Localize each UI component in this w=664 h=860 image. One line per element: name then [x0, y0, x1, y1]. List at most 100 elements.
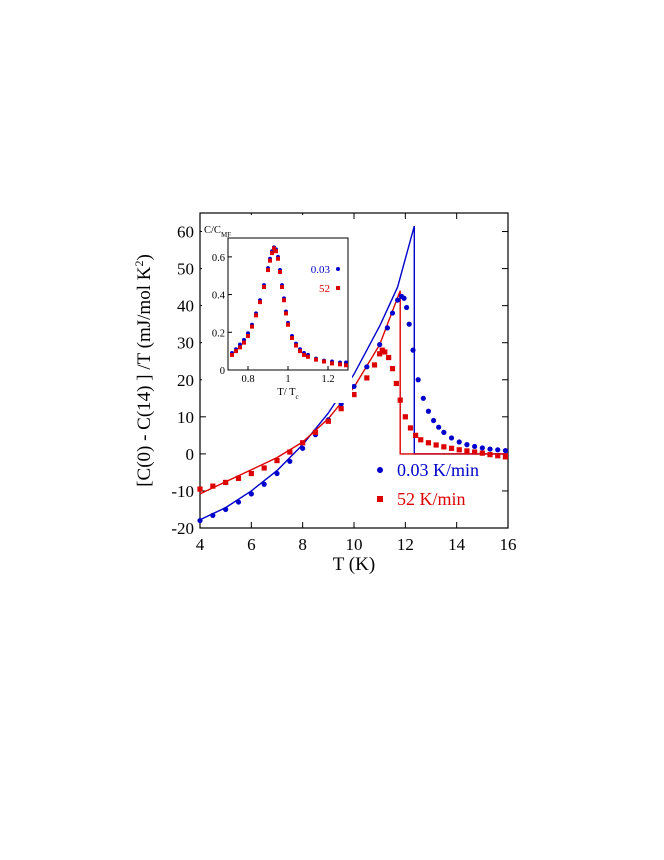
data-point: [479, 450, 485, 456]
data-point: [197, 517, 203, 524]
inset-data-point: [286, 322, 290, 327]
data-point: [235, 475, 242, 481]
y-tick-label: -10: [171, 482, 194, 501]
x-axis-title: T (K): [333, 554, 375, 575]
inset-data-point: [290, 335, 294, 340]
y-tick-label: 20: [177, 371, 194, 390]
data-point: [210, 483, 216, 489]
data-point: [406, 321, 412, 327]
inset-legend-label: 0.03: [311, 264, 331, 276]
data-point: [487, 446, 493, 452]
data-point: [456, 447, 462, 453]
data-point: [210, 512, 216, 519]
inset-data-point: [276, 256, 280, 261]
data-point: [261, 481, 267, 487]
x-tick-label: 12: [397, 535, 414, 554]
inset-y-title-main: C/C: [204, 225, 221, 236]
data-point: [448, 445, 455, 451]
data-point: [425, 440, 432, 446]
y-tick-label: 60: [177, 223, 194, 242]
data-point: [312, 429, 319, 435]
inset-data-point: [306, 354, 310, 359]
data-point: [386, 354, 392, 361]
data-point: [413, 432, 419, 438]
inset-data-point: [250, 324, 254, 329]
inset-data-point: [282, 298, 286, 303]
data-point: [487, 452, 493, 458]
inset-y-title-sub: MF: [221, 231, 231, 239]
inset-x-tick-label: 1: [285, 374, 290, 385]
x-tick-label: 10: [346, 535, 363, 554]
x-tick-label: 4: [196, 535, 205, 554]
data-point: [420, 395, 426, 401]
data-point: [248, 470, 254, 477]
inset-legend-marker: [336, 267, 340, 271]
data-point: [418, 437, 424, 443]
inset-data-point: [262, 285, 266, 290]
data-point: [502, 447, 509, 454]
inset-data-point: [238, 345, 242, 350]
y-axis-title-main: [C(0) - C(14) ] /T (mJ/mol K: [134, 266, 155, 487]
data-point: [433, 442, 439, 448]
y-axis-title: [C(0) - C(14) ] /T (mJ/mol K2): [132, 254, 155, 487]
legend-label: 0.03 K/min: [397, 460, 479, 480]
data-point: [287, 458, 293, 464]
data-point: [456, 439, 462, 445]
inset-data-point: [246, 334, 250, 339]
data-point: [436, 424, 442, 430]
data-point: [338, 406, 344, 412]
data-point: [425, 408, 432, 414]
inset-legend: 0.03 52: [311, 264, 340, 295]
legend-label: 52 K/min: [397, 489, 466, 509]
data-point: [441, 444, 447, 450]
inset-data-point: [302, 352, 306, 357]
data-point: [235, 499, 242, 505]
inset-legend-label: 52: [319, 283, 330, 295]
data-point: [371, 362, 378, 368]
data-point: [223, 506, 229, 513]
main-legend: 0.03 K/min 52 K/min: [377, 460, 479, 509]
data-point: [384, 325, 390, 331]
data-point: [410, 347, 416, 353]
inset-data-point: [284, 311, 288, 316]
data-point: [274, 470, 280, 477]
inset-y-axis-title: C/CMF: [204, 225, 231, 239]
y-axis-title-end: ): [134, 254, 155, 260]
inset-x-tick-label: 1.2: [321, 374, 334, 385]
main-data-points: [197, 293, 509, 524]
inset-y-tick-label: 0.6: [212, 253, 225, 264]
data-point: [402, 414, 408, 420]
y-tick-label: 40: [177, 297, 194, 316]
inset-x-title-main: T/ T: [277, 387, 296, 398]
data-point: [223, 479, 229, 486]
inset-data-point: [234, 349, 238, 354]
inset-data-point: [272, 246, 276, 251]
data-point: [364, 364, 370, 370]
y-tick-label: 0: [186, 445, 195, 464]
data-point: [407, 425, 414, 431]
inset-legend-marker: [336, 286, 340, 290]
data-point: [248, 491, 254, 497]
data-point: [472, 449, 478, 455]
data-point: [397, 397, 403, 403]
legend-marker: [377, 496, 383, 502]
x-tick-label: 8: [298, 535, 307, 554]
data-point: [325, 418, 331, 424]
inset-data-point: [230, 352, 234, 357]
data-point: [472, 443, 478, 450]
y-axis-title-sup: 2: [132, 261, 146, 267]
inset-data-point: [266, 268, 270, 273]
data-point: [300, 445, 306, 451]
inset-chart: 0.8 1 1.2 0 0.2 0.4 0.6 0.03 52 C/CMF T/ Tc: [202, 215, 352, 403]
inset-data-point: [242, 340, 246, 345]
data-point: [441, 429, 447, 435]
inset-data-point: [344, 363, 348, 368]
inset-data-point: [280, 285, 284, 290]
inset-data-point: [322, 359, 326, 364]
legend-marker: [377, 467, 383, 473]
data-point: [261, 465, 267, 471]
x-tick-label: 16: [500, 535, 517, 554]
inset-data-point: [278, 269, 282, 274]
inset-ticks: 0.8 1 1.2 0 0.2 0.4 0.6: [212, 253, 335, 385]
